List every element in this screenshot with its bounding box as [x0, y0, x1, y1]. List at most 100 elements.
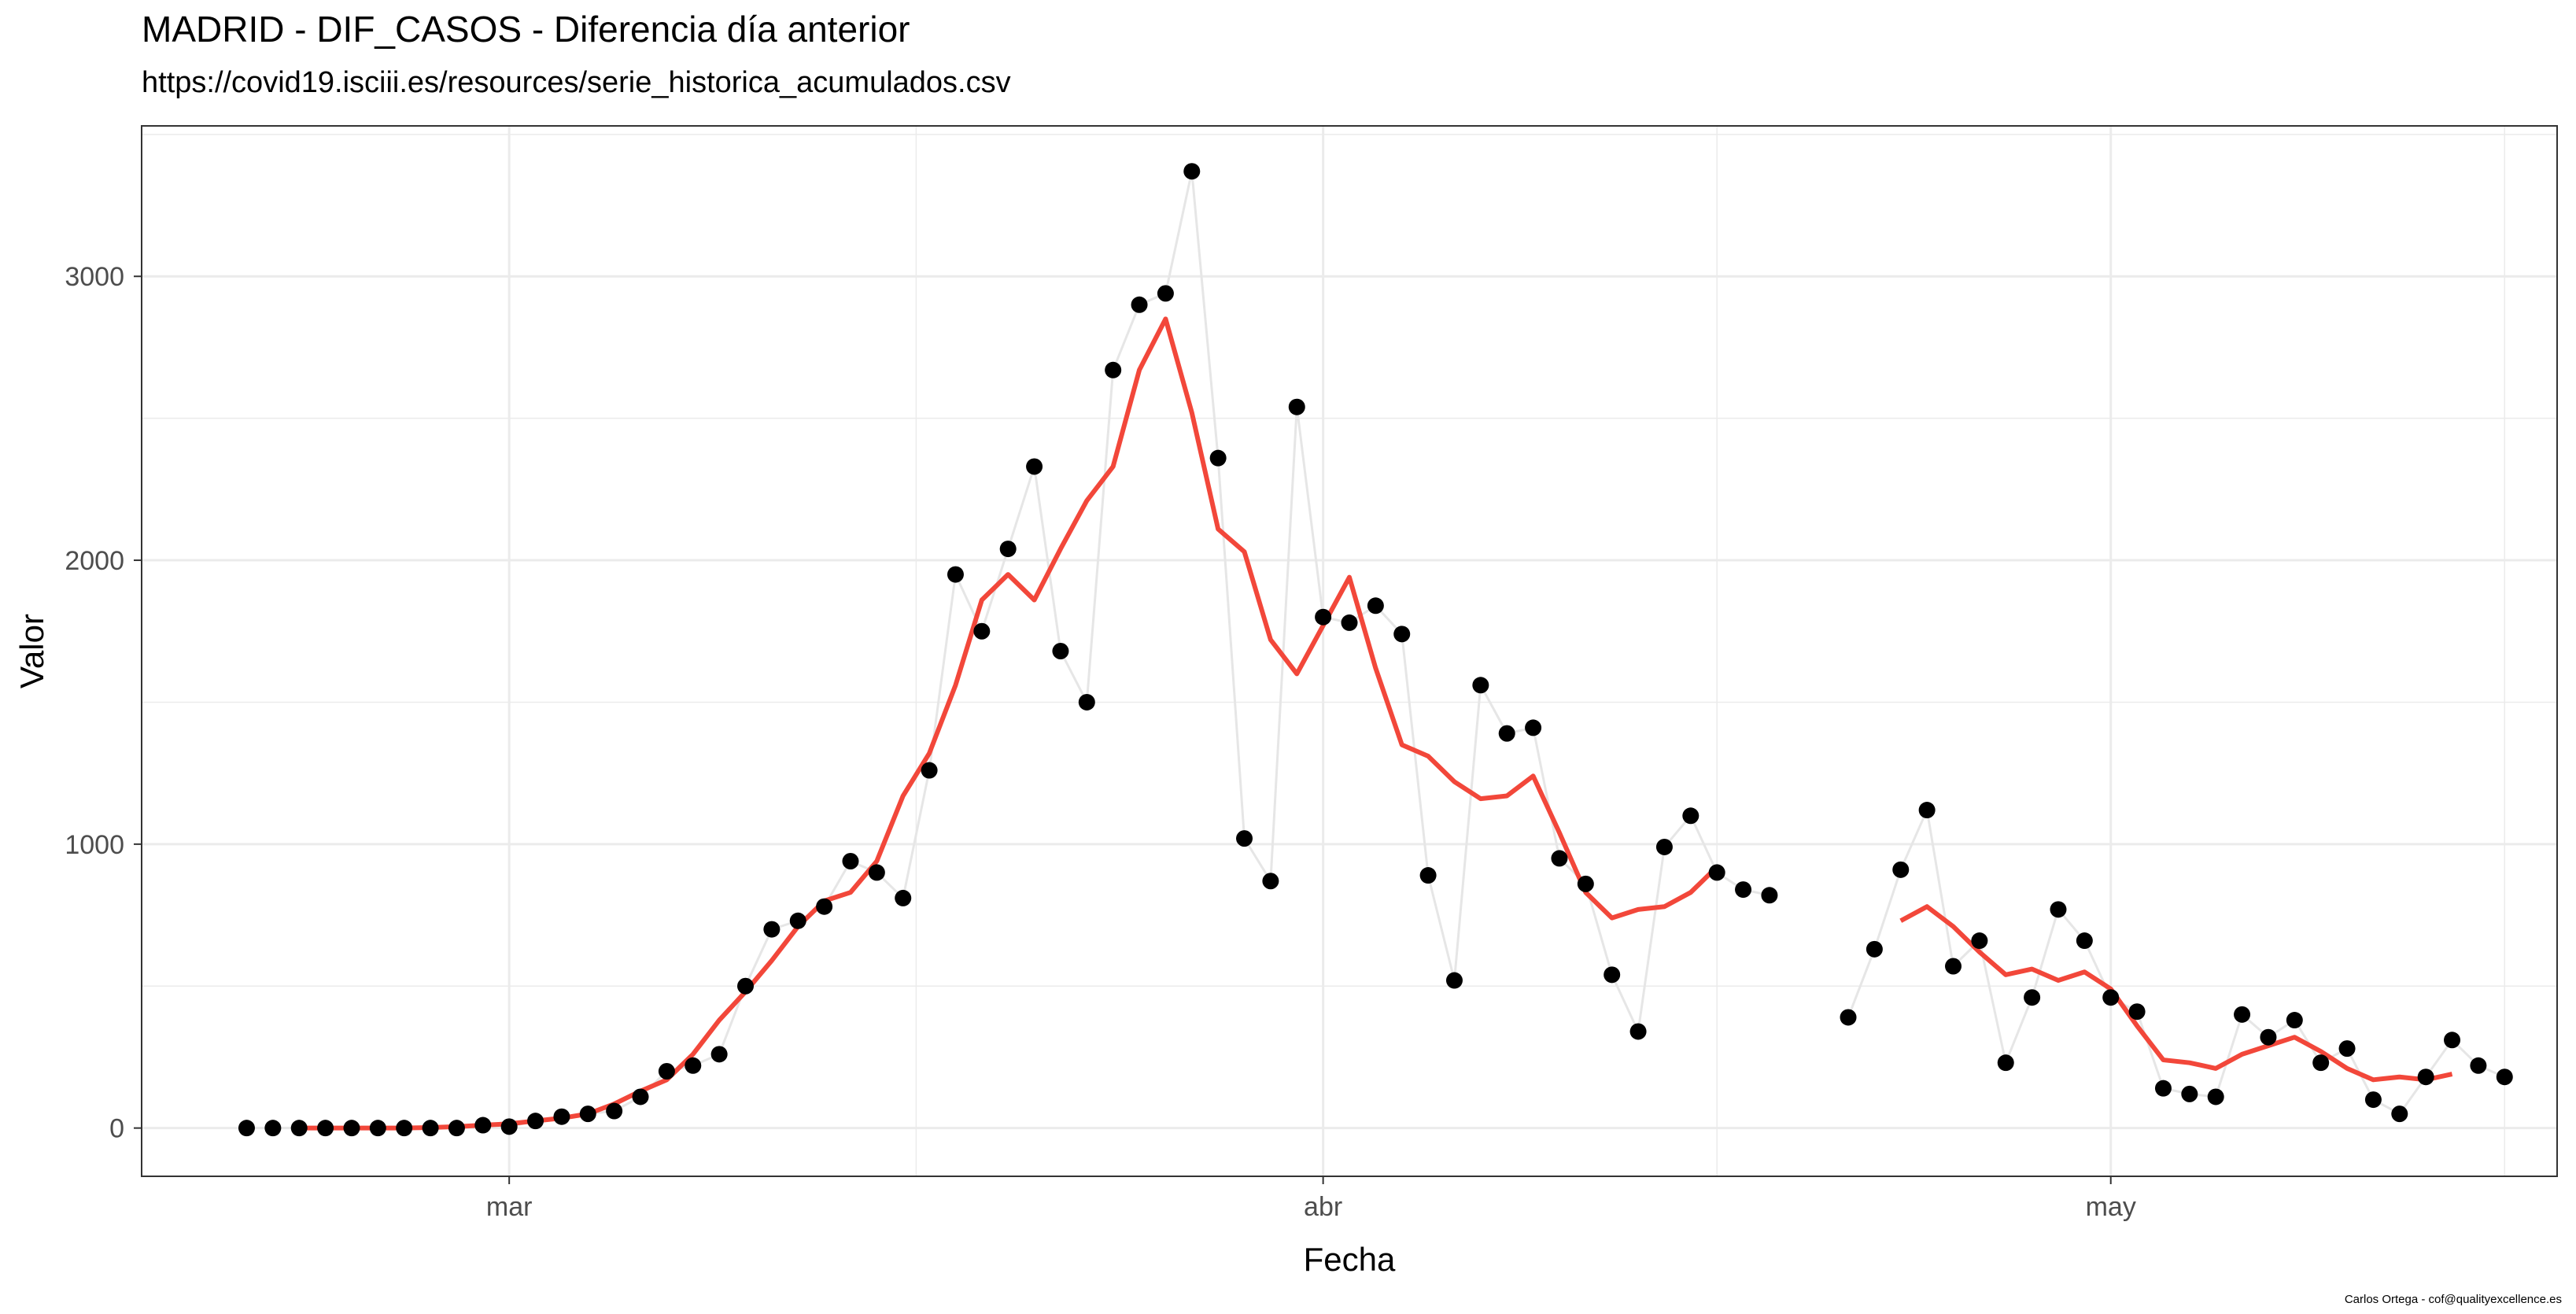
data-point: [474, 1117, 492, 1134]
chart-subtitle: https://covid19.isciii.es/resources/seri…: [142, 66, 1011, 99]
data-point: [369, 1120, 386, 1137]
y-axis-label: Valor: [13, 614, 50, 688]
data-point: [1236, 830, 1253, 847]
y-axis-ticks: 0 1000 2000 3000: [65, 262, 142, 1144]
data-point: [396, 1120, 413, 1137]
data-point: [2207, 1088, 2224, 1105]
y-tick-label: 1000: [65, 830, 124, 860]
data-point: [1629, 1023, 1647, 1040]
data-point: [422, 1120, 439, 1137]
moving-average-segment: [1899, 904, 2453, 1083]
data-point: [895, 889, 912, 906]
data-point: [658, 1063, 675, 1080]
data-point: [1735, 881, 1752, 899]
data-point: [2234, 1006, 2251, 1023]
panel-border: [141, 125, 2558, 1177]
x-tick-label: may: [2086, 1192, 2136, 1222]
data-point: [1472, 677, 1489, 694]
data-point: [1604, 966, 1621, 984]
data-point: [2417, 1069, 2434, 1086]
connector-segment: [246, 171, 1770, 1130]
data-point: [2128, 1003, 2146, 1021]
data-point: [2076, 932, 2093, 950]
data-point: [763, 921, 781, 938]
data-point: [2470, 1057, 2487, 1074]
data-point: [1525, 719, 1542, 736]
data-point: [343, 1120, 360, 1137]
y-tick-label: 2000: [65, 546, 124, 576]
data-point: [1315, 608, 1332, 626]
data-point: [1997, 1054, 2014, 1072]
data-point: [238, 1120, 255, 1137]
data-point: [2364, 1091, 2382, 1109]
data-point: [1840, 1009, 1857, 1026]
data-point: [1761, 887, 1778, 904]
data-point: [632, 1088, 649, 1105]
data-point: [448, 1120, 465, 1137]
data-point: [1498, 725, 1515, 742]
data-point: [317, 1120, 334, 1137]
data-point: [553, 1108, 570, 1125]
data-point: [579, 1105, 596, 1123]
x-tick-label: mar: [486, 1192, 533, 1222]
data-point: [1367, 597, 1384, 615]
y-tick-label: 0: [109, 1114, 124, 1144]
data-point: [1105, 361, 1122, 378]
data-point: [1052, 643, 1069, 659]
connector-lines: [246, 171, 2505, 1130]
data-point: [2050, 901, 2067, 918]
moving-average-segment: [299, 316, 1719, 1131]
data-point: [1892, 861, 1910, 878]
data-point: [500, 1118, 518, 1135]
data-point: [2286, 1012, 2303, 1029]
data-point: [710, 1046, 728, 1063]
data-point: [1341, 614, 1358, 631]
x-axis-label: Fecha: [1304, 1241, 1396, 1278]
data-point: [1393, 626, 1411, 643]
data-point: [2102, 989, 2120, 1006]
data-point: [1078, 693, 1095, 711]
data-point: [2154, 1080, 2172, 1097]
data-point: [264, 1120, 282, 1137]
data-point: [1262, 873, 1279, 890]
data-point: [1183, 163, 1201, 180]
data-point: [527, 1113, 544, 1130]
data-point: [2260, 1028, 2277, 1046]
data-points: [238, 163, 2513, 1137]
data-point: [1209, 449, 1227, 467]
data-point: [1918, 802, 1936, 819]
data-point: [1682, 807, 1699, 825]
data-point: [921, 762, 938, 779]
data-point: [816, 898, 833, 915]
data-point: [1445, 972, 1463, 989]
data-point: [2181, 1085, 2198, 1102]
data-point: [606, 1102, 623, 1120]
data-point: [685, 1057, 702, 1074]
data-point: [999, 541, 1017, 558]
data-point: [1131, 296, 1148, 313]
data-point: [1157, 285, 1174, 302]
data-point: [2444, 1032, 2461, 1049]
data-point: [789, 912, 806, 929]
data-point: [2391, 1105, 2408, 1123]
y-tick-label: 3000: [65, 262, 124, 292]
data-point: [290, 1120, 308, 1137]
data-point: [1288, 398, 1305, 415]
data-point: [1866, 940, 1883, 958]
x-axis-ticks: mar abr may: [486, 1176, 2136, 1222]
data-point: [1419, 867, 1437, 884]
data-point: [973, 622, 991, 640]
data-point: [2312, 1054, 2330, 1072]
data-point: [842, 853, 859, 869]
chart-caption: Carlos Ortega - cof@qualityexcellence.es: [2344, 1293, 2562, 1306]
data-point: [1945, 958, 1962, 975]
data-point: [2024, 989, 2041, 1006]
data-point: [947, 566, 964, 583]
data-point: [868, 864, 885, 881]
data-point: [737, 977, 754, 995]
chart-title: MADRID - DIF_CASOS - Diferencia día ante…: [142, 9, 910, 50]
data-point: [1026, 458, 1043, 475]
x-tick-label: abr: [1304, 1192, 1342, 1222]
grid-lines: [142, 126, 2557, 1176]
